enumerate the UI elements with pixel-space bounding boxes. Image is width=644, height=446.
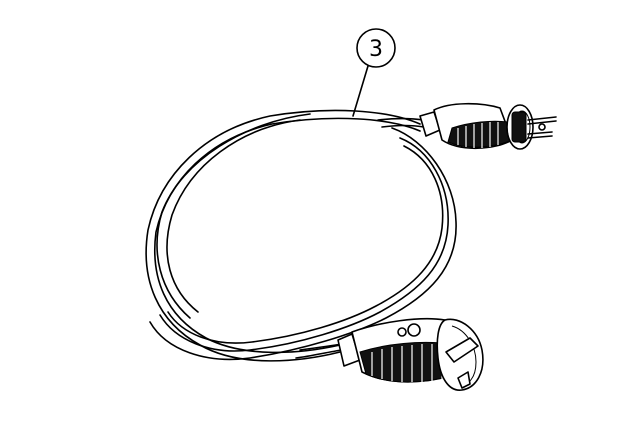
callout-circle — [356, 28, 396, 68]
plug-pin-lower — [527, 131, 553, 135]
callout-balloon: 3 — [352, 28, 396, 117]
callout-leader-line — [352, 65, 369, 117]
socket-indicator-ring — [407, 323, 421, 337]
socket-indicator-dot — [397, 327, 407, 337]
plug-pin-upper — [527, 116, 557, 121]
callout-number: 3 — [369, 37, 383, 62]
schuko-socket-icon — [337, 317, 484, 391]
socket-lid-latch — [445, 337, 479, 363]
schuko-plug-icon — [419, 102, 557, 150]
